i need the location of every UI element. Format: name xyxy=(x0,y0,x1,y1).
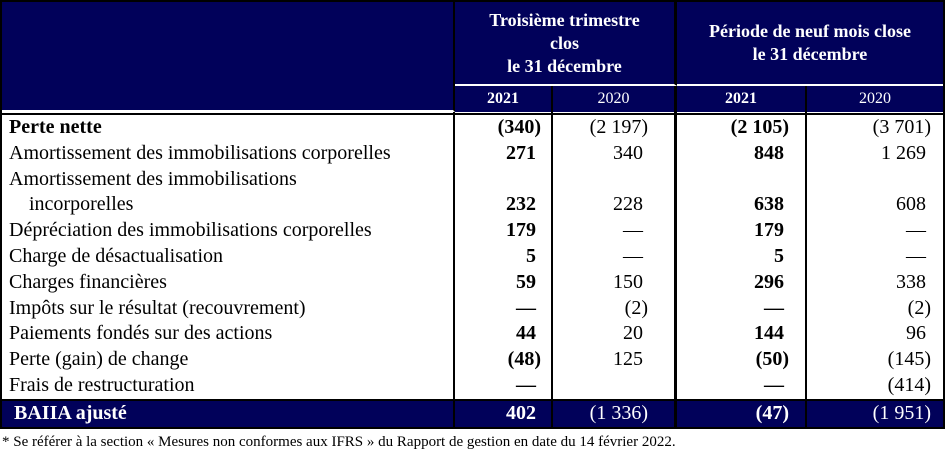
period-group-row: Troisième trimestre clos le 31 décembre … xyxy=(2,2,943,112)
table-row-charge-desactualisation: Charge de désactualisation 5 — 5 — xyxy=(2,243,943,270)
cell-q3-2021: 5 xyxy=(455,243,553,270)
total-9m-2020: (1 951) xyxy=(807,398,943,427)
cell-q3-2020: 228 xyxy=(553,166,677,219)
cell-q3-2020: 20 xyxy=(553,321,677,348)
cell-9m-2021: (2 105) xyxy=(677,115,807,141)
row-label: Paiements fondés sur des actions xyxy=(2,321,455,348)
cell-q3-2020: (2 197) xyxy=(553,115,677,141)
table-row-impots-resultat: Impôts sur le résultat (recouvrement) — … xyxy=(2,295,943,322)
year-9m-2020: 2020 xyxy=(807,86,943,112)
cell-9m-2020: — xyxy=(807,243,943,270)
row-label-line1: Amortissement des immobilisations xyxy=(9,167,297,190)
cell-9m-2021: 144 xyxy=(677,321,807,348)
row-label: Charges financières xyxy=(2,269,455,296)
total-q3-2020: (1 336) xyxy=(553,398,677,427)
year-header-row: 2021 2020 2021 2020 xyxy=(2,86,943,112)
table-row-paiements-actions: Paiements fondés sur des actions 44 20 1… xyxy=(2,321,943,348)
cell-q3-2021: 179 xyxy=(455,218,553,244)
cell-9m-2021: — xyxy=(677,295,807,322)
header-9m-line1: Période de neuf mois close xyxy=(709,21,911,41)
cell-9m-2021: 179 xyxy=(677,218,807,244)
total-row-label: BAIIA ajusté xyxy=(2,398,455,427)
row-label: Perte nette xyxy=(2,115,455,141)
header-9m-line2: le 31 décembre xyxy=(752,44,868,64)
cell-9m-2021: 5 xyxy=(677,243,807,270)
header-q3-period: Troisième trimestre clos le 31 décembre xyxy=(455,2,677,86)
ebitda-reconciliation-table: Troisième trimestre clos le 31 décembre … xyxy=(0,0,945,429)
header-q3-line3: le 31 décembre xyxy=(507,55,622,76)
row-label: Impôts sur le résultat (recouvrement) xyxy=(2,295,455,322)
cell-q3-2021: 59 xyxy=(455,269,553,296)
row-label: Charge de désactualisation xyxy=(2,243,455,270)
row-label: Amortissement des immobilisations corpor… xyxy=(2,140,455,167)
cell-q3-2020: 125 xyxy=(553,347,677,373)
cell-9m-2021: — xyxy=(677,372,807,399)
cell-9m-2020: (3 701) xyxy=(807,115,943,141)
cell-9m-2020: 96 xyxy=(807,321,943,348)
cell-9m-2020: (414) xyxy=(807,372,943,399)
table-row-amortissement-corporelles: Amortissement des immobilisations corpor… xyxy=(2,140,943,167)
header-body-divider xyxy=(2,112,943,115)
corner-header-cell xyxy=(2,2,455,112)
cell-q3-2021: (48) xyxy=(455,347,553,373)
cell-q3-2021: (340) xyxy=(455,115,553,141)
cell-q3-2021: 44 xyxy=(455,321,553,348)
table-body: Perte nette (340) (2 197) (2 105) (3 701… xyxy=(2,112,943,427)
table-row-perte-nette: Perte nette (340) (2 197) (2 105) (3 701… xyxy=(2,115,943,141)
cell-9m-2020: 1 269 xyxy=(807,140,943,167)
header-q3-line1: Troisième trimestre xyxy=(489,9,640,30)
table-header: Troisième trimestre clos le 31 décembre … xyxy=(2,2,943,112)
year-q3-2020: 2020 xyxy=(553,86,677,112)
table-row-frais-restructuration: Frais de restructuration — — (414) xyxy=(2,372,943,399)
total-q3-2021: 402 xyxy=(455,398,553,427)
row-label: Dépréciation des immobilisations corpore… xyxy=(2,218,455,244)
cell-q3-2020: — xyxy=(553,218,677,244)
cell-9m-2020: 338 xyxy=(807,269,943,296)
cell-9m-2021: 296 xyxy=(677,269,807,296)
cell-q3-2021: 232 xyxy=(455,166,553,219)
cell-q3-2020 xyxy=(553,372,677,399)
ifrs-footnote: * Se référer à la section « Mesures non … xyxy=(2,433,676,450)
row-label: Amortissement des immobilisations incorp… xyxy=(2,166,455,219)
cell-q3-2021: — xyxy=(455,295,553,322)
year-9m-2021: 2021 xyxy=(677,86,807,112)
cell-9m-2021: 848 xyxy=(677,140,807,167)
cell-q3-2021: — xyxy=(455,372,553,399)
row-label: Frais de restructuration xyxy=(2,372,455,399)
cell-9m-2020: (2) xyxy=(807,295,943,322)
cell-q3-2020: 340 xyxy=(553,140,677,167)
cell-q3-2021: 271 xyxy=(455,140,553,167)
table-row-baiia-ajuste-total: BAIIA ajusté 402 (1 336) (47) (1 951) xyxy=(2,398,943,427)
table-row-depreciation-corporelles: Dépréciation des immobilisations corpore… xyxy=(2,218,943,244)
cell-9m-2021: 638 xyxy=(677,166,807,219)
table-row-perte-gain-change: Perte (gain) de change (48) 125 (50) (14… xyxy=(2,347,943,373)
cell-9m-2020: 608 xyxy=(807,166,943,219)
header-9m-period: Période de neuf mois close le 31 décembr… xyxy=(677,2,943,86)
table-row-amortissement-incorporelles: Amortissement des immobilisations incorp… xyxy=(2,166,943,219)
cell-q3-2020: 150 xyxy=(553,269,677,296)
year-q3-2021: 2021 xyxy=(455,86,553,112)
total-9m-2021: (47) xyxy=(677,398,807,427)
cell-9m-2020: (145) xyxy=(807,347,943,373)
cell-9m-2020: — xyxy=(807,218,943,244)
cell-9m-2021: (50) xyxy=(677,347,807,373)
row-label: Perte (gain) de change xyxy=(2,347,455,373)
row-label-line2: incorporelles xyxy=(29,193,134,216)
table-row-charges-financieres: Charges financières 59 150 296 338 xyxy=(2,269,943,296)
cell-q3-2020: — xyxy=(553,243,677,270)
cell-q3-2020: (2) xyxy=(553,295,677,322)
header-q3-line2: clos xyxy=(550,32,579,53)
